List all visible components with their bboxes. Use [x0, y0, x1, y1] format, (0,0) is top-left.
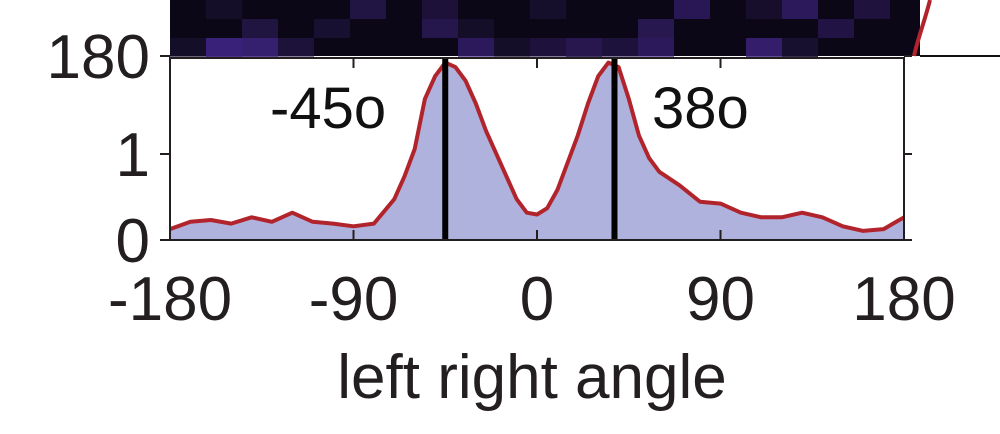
y-tick-label: 0	[116, 207, 150, 276]
axis-labels: -180 -90 0 90 180 0 1 180 left right angle -45o 38…	[47, 23, 956, 412]
heatmap-cell	[422, 0, 458, 19]
x-tick-label: 0	[520, 265, 554, 334]
heatmap-cell	[854, 0, 890, 19]
heatmap-cell	[638, 19, 674, 38]
x-axis-title: left right angle	[337, 343, 726, 412]
heatmap-cell	[494, 38, 530, 57]
right-panel-edge	[912, 0, 1000, 57]
heatmap-cell	[422, 19, 458, 38]
heatmap-cell	[782, 38, 818, 57]
neighbor-curve	[912, 0, 932, 57]
x-tick-label: 180	[852, 265, 955, 334]
heatmap-cell	[206, 0, 242, 19]
peak-annotation: -45o	[270, 76, 386, 141]
heatmap-cell	[458, 19, 494, 38]
heatmap-cell	[242, 38, 278, 57]
x-tick-label: -90	[309, 265, 399, 334]
axis-ticks	[160, 55, 912, 241]
heatmap-cell	[746, 0, 782, 19]
x-tick-label: -180	[108, 265, 232, 334]
heatmap-cell	[350, 0, 386, 19]
y-tick-label: 1	[116, 121, 150, 190]
heatmap-cell	[206, 38, 242, 57]
heatmap-cell	[170, 38, 206, 57]
heatmap-cell	[278, 38, 314, 57]
heatmap-cell	[458, 38, 494, 57]
heatmap-cell	[782, 0, 818, 19]
heatmap-cell	[314, 19, 350, 38]
heatmap-cell	[674, 0, 710, 19]
plot-background	[170, 58, 904, 240]
heatmap-cell	[602, 38, 638, 57]
heatmap-cell	[530, 38, 566, 57]
heatmap-cell	[566, 38, 602, 57]
heatmap-cell	[638, 38, 674, 57]
y-tick-label: 180	[47, 23, 150, 92]
heatmap-cell	[242, 19, 278, 38]
heatmap-cell	[746, 38, 782, 57]
x-tick-label: 90	[686, 265, 755, 334]
heatmap-cell	[818, 19, 854, 38]
heatmap-strip	[170, 0, 920, 57]
distribution-line	[169, 60, 906, 233]
heatmap-cell	[530, 0, 566, 19]
peak-annotation: 38o	[652, 76, 749, 141]
